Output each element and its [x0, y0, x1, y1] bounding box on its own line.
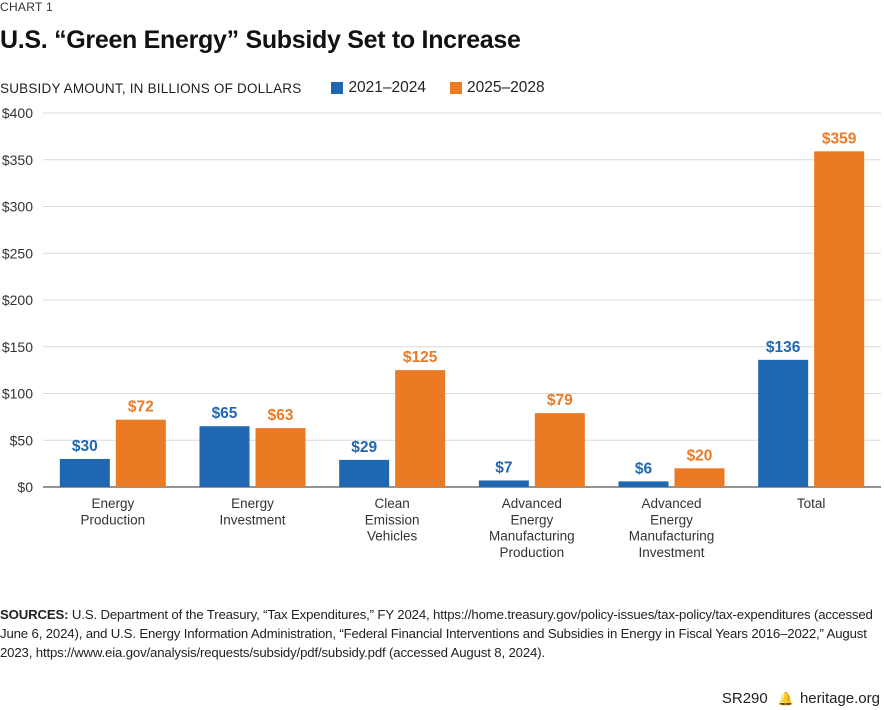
y-tick-label-100: $100	[2, 386, 33, 402]
data-label-2021-2024-3: $7	[495, 459, 512, 476]
report-id: SR290	[721, 690, 768, 707]
y-tick-label-350: $350	[2, 152, 33, 168]
data-label-2021-2024-1: $65	[212, 405, 238, 422]
bar-2021-2024-0	[59, 458, 110, 487]
bar-2021-2024-2	[339, 459, 390, 487]
category-label-3-line-0: Advanced	[502, 496, 562, 511]
y-tick-label-200: $200	[2, 292, 33, 308]
sources-text: U.S. Department of the Treasury, “Tax Ex…	[0, 607, 873, 660]
bar-2025-2028-3	[534, 413, 585, 487]
data-label-2021-2024-2: $29	[351, 439, 377, 456]
category-label-4-line-3: Investment	[638, 545, 704, 560]
data-label-2025-2028-4: $20	[687, 447, 713, 464]
bar-2021-2024-3	[478, 480, 529, 487]
data-label-2025-2028-0: $72	[128, 399, 154, 416]
legend-item-2021-2024: 2021–2024	[331, 79, 426, 97]
legend-item-2025-2028: 2025–2028	[450, 79, 545, 97]
legend-label-2021-2024: 2021–2024	[348, 79, 427, 96]
data-label-2025-2028-5: $359	[822, 130, 857, 147]
y-tick-label-0: $0	[17, 479, 33, 495]
sources-note: SOURCES: U.S. Department of the Treasury…	[0, 605, 878, 662]
y-tick-label-150: $150	[2, 339, 33, 355]
bar-2025-2028-4	[674, 468, 725, 487]
category-label-3-line-3: Production	[500, 545, 565, 560]
site-name: heritage.org	[799, 690, 880, 707]
liberty-bell-icon: 🔔	[777, 690, 794, 706]
bar-2025-2028-0	[115, 419, 166, 487]
data-label-2021-2024-0: $30	[72, 438, 98, 455]
category-label-5-line-0: Total	[797, 496, 826, 511]
y-tick-label-400: $400	[2, 105, 33, 121]
legend-label-2025-2028: 2025–2028	[467, 79, 545, 96]
category-label-2-line-1: Emission	[365, 512, 420, 527]
category-label-1-line-0: Energy	[231, 496, 274, 511]
category-label-3-line-2: Manufacturing	[489, 529, 575, 544]
sources-label: SOURCES:	[0, 607, 69, 622]
legend-swatch-blue	[331, 82, 344, 94]
bar-2021-2024-4	[618, 481, 669, 487]
category-label-4-line-0: Advanced	[641, 496, 701, 511]
category-label-0-line-0: Energy	[91, 496, 134, 511]
bar-2025-2028-2	[395, 370, 446, 487]
category-label-2-line-0: Clean	[375, 496, 410, 511]
data-label-2021-2024-5: $136	[766, 339, 801, 356]
footer: SR290 🔔 heritage.org	[722, 690, 880, 707]
subtitle-legend-row: SUBSIDY AMOUNT, IN BILLIONS OF DOLLARS 2…	[0, 79, 545, 97]
data-label-2025-2028-1: $63	[268, 407, 294, 424]
y-tick-label-300: $300	[2, 199, 33, 215]
chart-number: CHART 1	[0, 0, 54, 14]
bar-chart: $0 $50 $100 $150 $200 $250 $300 $350 $400 $30 $72 E…	[2, 105, 881, 560]
bar-2021-2024-1	[199, 426, 250, 487]
data-label-2025-2028-2: $125	[403, 349, 438, 366]
y-tick-label-50: $50	[10, 432, 34, 448]
y-tick-label-250: $250	[2, 245, 33, 261]
bar-2025-2028-5	[814, 151, 865, 487]
y-axis-label: SUBSIDY AMOUNT, IN BILLIONS OF DOLLARS	[0, 80, 302, 96]
category-label-4-line-1: Energy	[650, 512, 693, 527]
category-label-0-line-1: Production	[81, 512, 146, 527]
chart-title: U.S. “Green Energy” Subsidy Set to Incre…	[0, 26, 521, 54]
bar-2021-2024-5	[758, 359, 809, 487]
category-label-3-line-1: Energy	[510, 512, 553, 527]
category-label-1-line-1: Investment	[219, 512, 285, 527]
category-label-4-line-2: Manufacturing	[629, 529, 715, 544]
data-label-2021-2024-4: $6	[635, 460, 653, 477]
legend-swatch-orange	[450, 82, 463, 94]
data-label-2025-2028-3: $79	[547, 392, 573, 409]
category-label-2-line-2: Vehicles	[367, 529, 418, 544]
bar-2025-2028-1	[255, 428, 306, 487]
